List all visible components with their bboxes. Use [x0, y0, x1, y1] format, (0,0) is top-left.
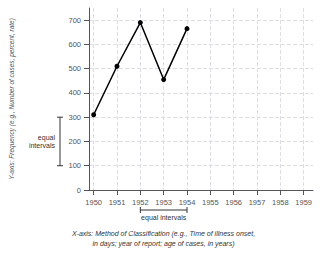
svg-text:700: 700 — [68, 16, 81, 25]
svg-text:1956: 1956 — [225, 198, 242, 207]
svg-text:400: 400 — [68, 88, 81, 97]
svg-text:500: 500 — [68, 64, 81, 73]
svg-text:1955: 1955 — [202, 198, 219, 207]
svg-text:100: 100 — [68, 161, 81, 170]
svg-text:1950: 1950 — [85, 198, 102, 207]
svg-text:equal: equal — [38, 134, 56, 142]
svg-text:1951: 1951 — [109, 198, 126, 207]
svg-text:1952: 1952 — [132, 198, 149, 207]
svg-text:in days; year of report; age o: in days; year of report; age of cases, i… — [92, 240, 234, 248]
svg-text:intervals: intervals — [29, 142, 56, 149]
svg-text:equal intervals: equal intervals — [141, 214, 187, 222]
svg-text:1954: 1954 — [179, 198, 196, 207]
svg-text:300: 300 — [68, 113, 81, 122]
svg-text:1958: 1958 — [272, 198, 289, 207]
svg-text:600: 600 — [68, 40, 81, 49]
svg-text:0: 0 — [77, 186, 81, 195]
svg-text:200: 200 — [68, 137, 81, 146]
svg-text:Y-axis: Frequency (e.g., Numbe: Y-axis: Frequency (e.g., Number of cases… — [8, 18, 16, 180]
svg-text:X-axis: Method of Classificati: X-axis: Method of Classification (e.g., … — [71, 230, 255, 238]
svg-text:1957: 1957 — [249, 198, 266, 207]
svg-text:1959: 1959 — [295, 198, 312, 207]
svg-text:1953: 1953 — [155, 198, 172, 207]
